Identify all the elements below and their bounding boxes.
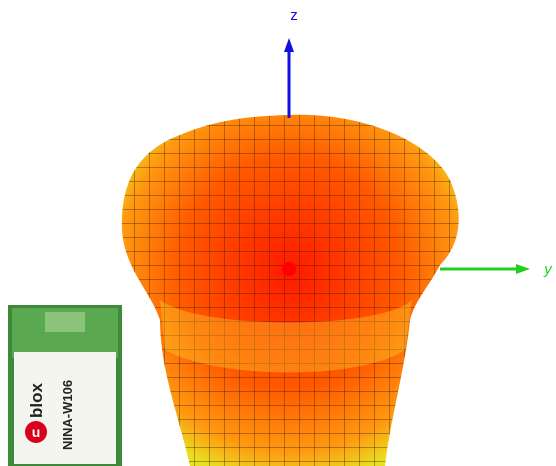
y-axis: y xyxy=(440,261,553,278)
y-label: y xyxy=(543,261,553,278)
z-label: z xyxy=(290,7,298,24)
brand: blox xyxy=(27,383,46,418)
origin xyxy=(282,262,296,276)
z-axis: z xyxy=(284,7,298,118)
logo-letter: u xyxy=(32,424,41,440)
model: NINA-W106 xyxy=(60,380,75,450)
lobe xyxy=(121,114,459,466)
module-photo: u blox NINA-W106 xyxy=(8,305,122,466)
